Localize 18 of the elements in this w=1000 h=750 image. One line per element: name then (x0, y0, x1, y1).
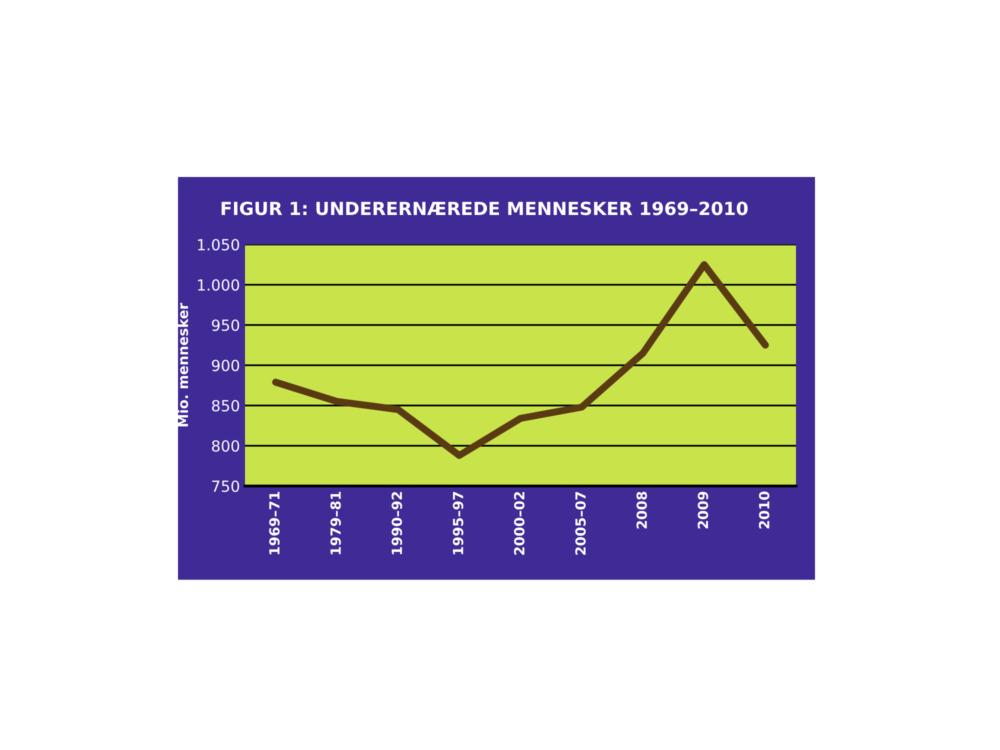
x-tick-label: 2009 (698, 492, 708, 528)
y-tick-label: 800 (212, 440, 240, 452)
x-tick-label: 2010 (758, 492, 770, 528)
x-tick-label: 1995–97 (452, 492, 464, 554)
x-tick-label: 2005–07 (575, 492, 586, 555)
x-tick-label: 1969–71 (269, 492, 280, 554)
y-axis-title: Mio. mennesker (177, 302, 188, 426)
y-tick-label: 950 (212, 319, 240, 332)
y-tick-label: 1.050 (198, 238, 240, 251)
x-tick-label: 1990–92 (392, 492, 402, 554)
y-tick-label: 900 (212, 360, 240, 372)
y-tick-label: 1.000 (198, 279, 240, 291)
y-tick-label: 750 (212, 480, 240, 492)
chart-title: FIGUR 1: UNDERERNÆREDE MENNESKER 1969–2010 (222, 202, 748, 216)
x-tick-label: 2000–02 (514, 492, 525, 555)
x-tick-label: 1979–81 (330, 492, 341, 554)
x-tick-label: 2008 (636, 492, 647, 528)
y-tick-label: 850 (212, 400, 240, 412)
